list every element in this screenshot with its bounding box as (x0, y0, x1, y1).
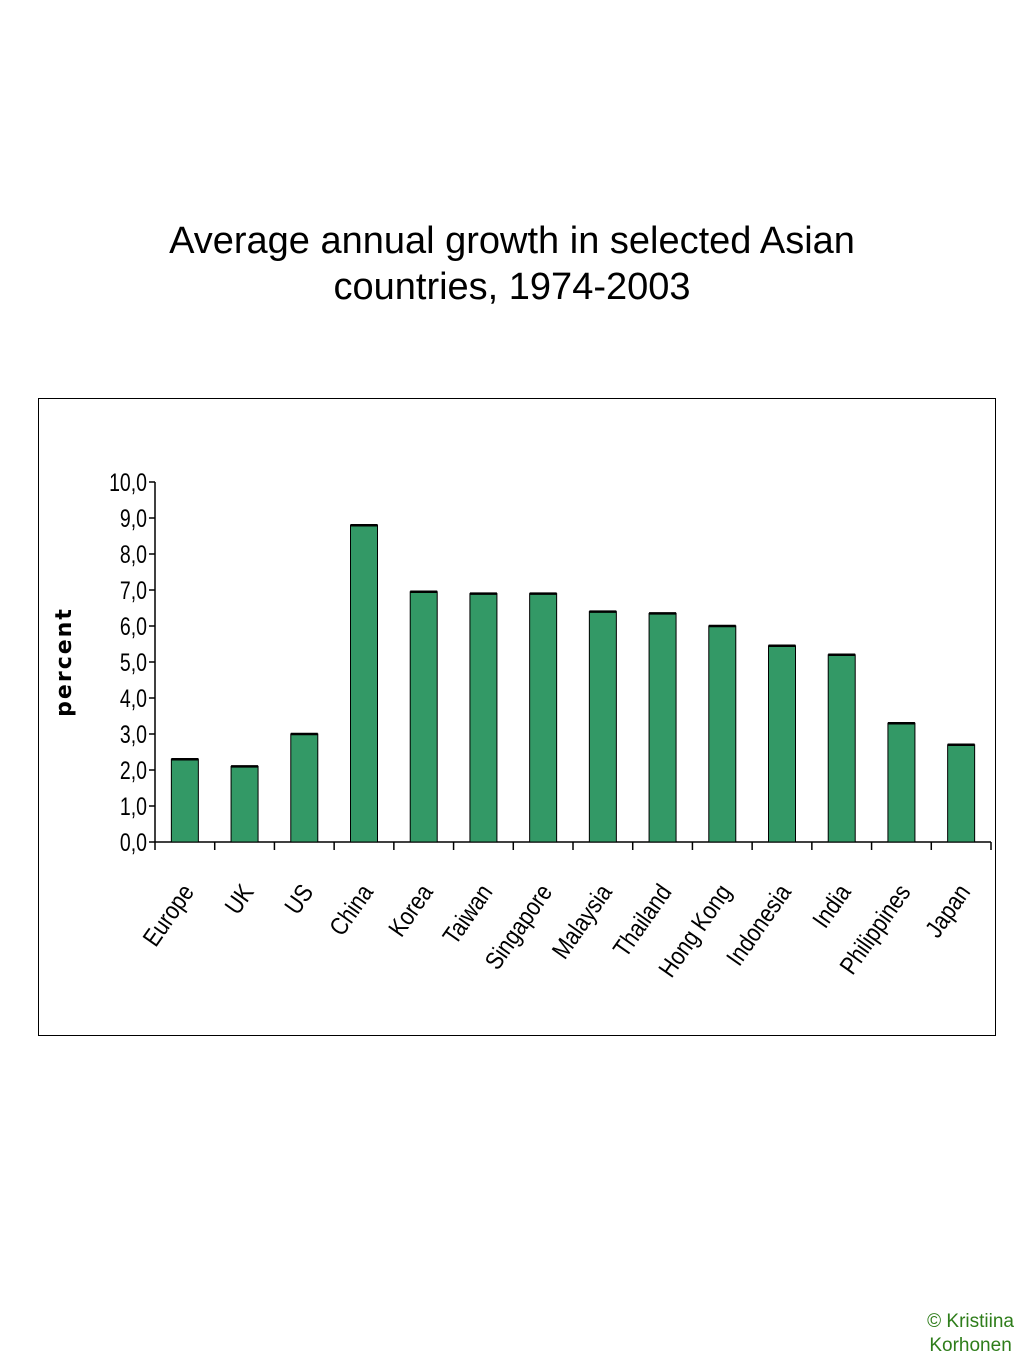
bar-malaysia (588, 611, 617, 843)
bar-korea (409, 591, 438, 843)
y-tick-label: 0,0 (120, 829, 147, 857)
slide-title-line-2: countries, 1974-2003 (333, 266, 691, 308)
y-tick-label: 8,0 (120, 541, 147, 569)
bar-taiwan (469, 593, 498, 843)
y-tick-label: 10,0 (109, 469, 147, 497)
slide-title: Average annual growth in selected Asian … (0, 218, 1024, 310)
bar-us (290, 733, 319, 843)
bar-japan (947, 744, 976, 843)
bar-hong-kong (708, 625, 737, 843)
y-tick-label: 2,0 (120, 757, 147, 785)
y-tick-label: 7,0 (120, 577, 147, 605)
y-tick-label: 9,0 (120, 505, 147, 533)
x-category-label: Europe (137, 879, 199, 951)
bar-chart: 0,0 1,0 2,0 3,0 4,0 5,0 6,0 7,0 8,0 9,0 10,0 percen… (52, 469, 992, 982)
copyright-line-2: Korhonen (929, 1335, 1012, 1356)
y-tick-label: 1,0 (120, 793, 147, 821)
y-axis-title: percent (52, 607, 77, 717)
x-category-label: Korea (383, 879, 439, 942)
bar-china (350, 524, 378, 843)
bars (170, 523, 976, 843)
copyright-notice: © Kristiina Korhonen (927, 1310, 1014, 1358)
y-tick-label: 4,0 (120, 685, 147, 713)
axes (149, 481, 992, 850)
x-category-label: Japan (919, 879, 975, 942)
bar-philippines (887, 722, 916, 843)
x-category-label: US (279, 879, 319, 919)
x-category-label: Malaysia (546, 879, 617, 964)
bar-uk (230, 765, 259, 843)
chart-frame: 0,0 1,0 2,0 3,0 4,0 5,0 6,0 7,0 8,0 9,0 10,0 percen… (38, 398, 996, 1036)
x-category-label: UK (219, 879, 259, 920)
y-tick-label: 3,0 (120, 721, 147, 749)
bar-india (827, 654, 856, 843)
x-category-label: India (807, 879, 856, 933)
y-tick-label: 6,0 (120, 613, 147, 641)
copyright-line-1: © Kristiina (927, 1311, 1014, 1332)
y-tick-label: 5,0 (120, 649, 147, 677)
bar-thailand (648, 612, 677, 843)
bar-europe (170, 758, 199, 843)
x-category-label: China (324, 879, 379, 941)
bar-indonesia (768, 645, 796, 843)
x-category-label: Taiwan (437, 879, 498, 949)
slide-title-line-1: Average annual growth in selected Asian (169, 220, 855, 262)
bar-singapore (529, 593, 558, 843)
